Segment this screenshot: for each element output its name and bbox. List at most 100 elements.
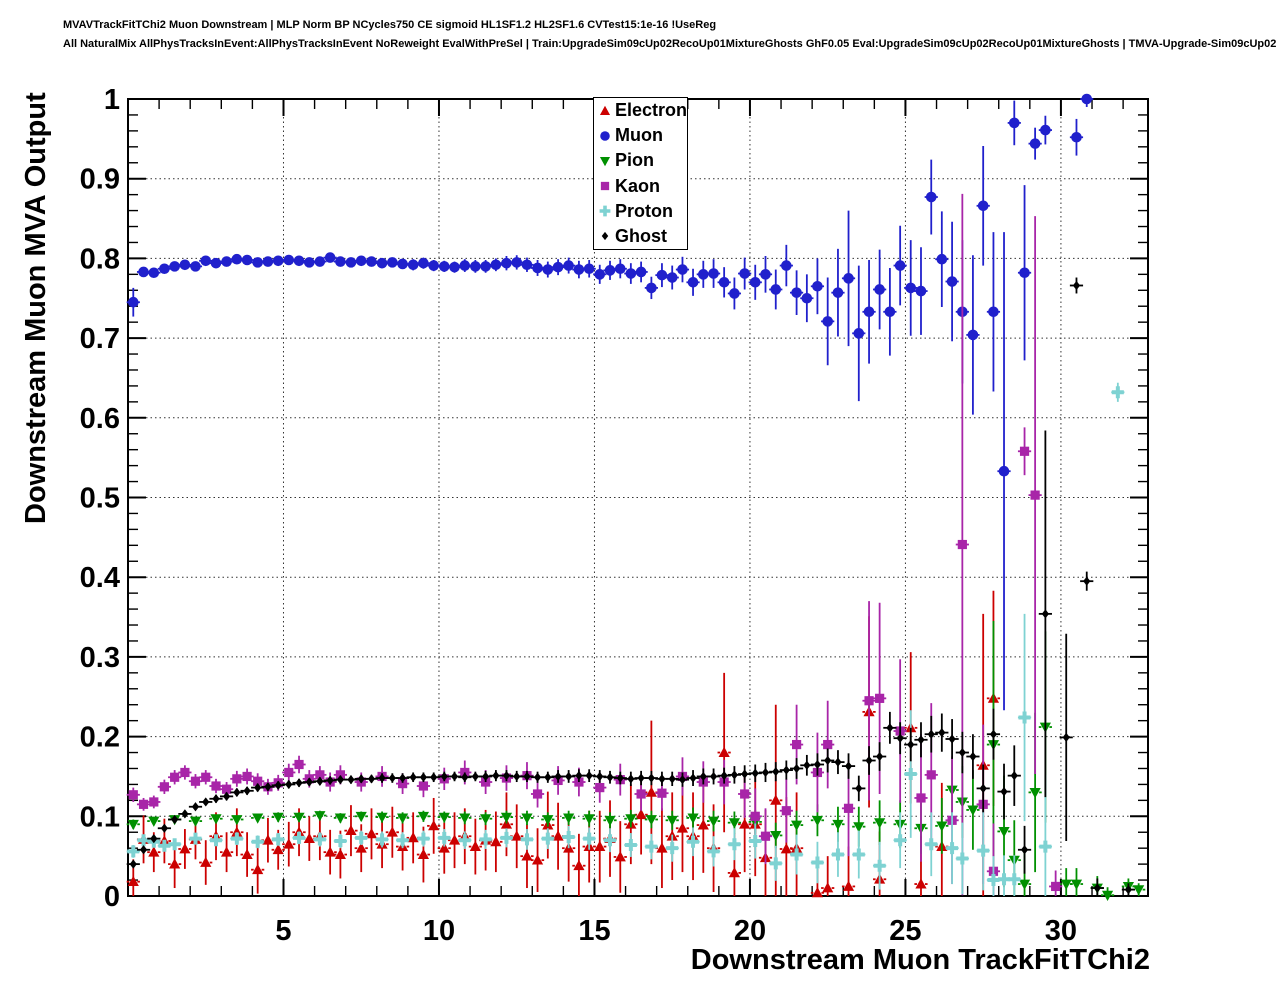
marker-square [760, 831, 771, 841]
marker-circle [241, 254, 253, 266]
marker-triangle-down [396, 813, 409, 824]
marker-triangle-down [376, 812, 388, 823]
marker-square [823, 739, 833, 750]
marker-plus [230, 832, 243, 845]
marker-diamond [678, 775, 687, 785]
marker-diamond [606, 772, 614, 782]
marker-plus [728, 838, 741, 851]
x-axis-title: Downstream Muon TrackFitTChi2 [690, 944, 1150, 976]
marker-triangle-down [500, 812, 513, 823]
legend-marker-circle-icon [600, 130, 610, 141]
marker-diamond [958, 747, 966, 758]
marker-diamond [139, 845, 148, 855]
marker-diamond [1010, 771, 1018, 781]
marker-circle [438, 261, 450, 272]
marker-circle [843, 273, 854, 284]
y-tick-label: 0.4 [80, 562, 120, 594]
marker-circle [604, 265, 616, 276]
marker-triangle-down [355, 811, 367, 823]
marker-triangle-down [604, 815, 616, 827]
marker-diamond [596, 771, 604, 782]
marker-circle [687, 277, 699, 288]
marker-triangle-up [780, 843, 792, 854]
plot-header-line1: MVAVTrackFitTChi2 Muon Downstream | MLP … [63, 19, 717, 31]
marker-plus [904, 768, 917, 781]
marker-circle [625, 268, 637, 279]
marker-triangle-down [1133, 885, 1145, 896]
marker-circle [853, 328, 865, 339]
y-tick-label: 0.8 [80, 243, 120, 275]
marker-diamond [461, 772, 469, 782]
marker-square [532, 789, 543, 799]
marker-triangle-up [599, 105, 611, 115]
marker-diamond [336, 775, 344, 785]
marker-plus [1018, 711, 1031, 724]
marker-diamond [1000, 786, 1008, 797]
y-axis-title: Downstream Muon MVA Output [20, 92, 52, 524]
marker-plus [562, 831, 575, 844]
marker-diamond [896, 733, 904, 743]
marker-triangle-up [842, 880, 855, 891]
marker-diamond [601, 232, 609, 241]
marker-circle [314, 256, 326, 267]
marker-circle [573, 264, 585, 275]
marker-diamond [720, 771, 728, 781]
marker-circle [552, 261, 564, 273]
x-tick-label: 10 [423, 915, 455, 947]
marker-diamond [813, 759, 822, 770]
marker-square [159, 782, 169, 792]
marker-circle [138, 266, 149, 278]
marker-plus [272, 833, 285, 846]
marker-triangle-up [822, 882, 834, 893]
marker-circle [656, 269, 668, 281]
marker-diamond [575, 771, 583, 781]
marker-circle [832, 287, 844, 298]
marker-circle [801, 292, 813, 304]
marker-diamond [907, 739, 915, 750]
marker-plus [977, 844, 990, 857]
marker-square [1019, 446, 1030, 456]
marker-diamond [969, 751, 977, 762]
marker-square [595, 783, 605, 793]
legend-item-electron: Electron [597, 99, 687, 123]
marker-square [190, 776, 201, 786]
marker-square [170, 772, 180, 782]
marker-plus [1111, 386, 1124, 399]
marker-circle [231, 253, 243, 265]
marker-circle [210, 257, 222, 269]
marker-plus [355, 831, 368, 844]
marker-square [750, 811, 760, 821]
marker-circle [459, 260, 471, 271]
marker-diamond [834, 757, 842, 767]
marker-plus [1039, 840, 1052, 853]
marker-diamond [876, 751, 884, 762]
marker-circle [387, 257, 398, 268]
legend-label: Proton [615, 200, 673, 221]
marker-diamond [471, 771, 479, 782]
marker-diamond [699, 771, 707, 782]
marker-square [149, 797, 159, 807]
marker-diamond [730, 770, 739, 780]
marker-triangle-up [438, 842, 450, 853]
marker-diamond [440, 771, 448, 782]
marker-triangle-down [148, 816, 160, 827]
marker-circle [967, 329, 979, 341]
marker-plus [376, 833, 389, 846]
marker-diamond [388, 773, 396, 783]
marker-diamond [844, 761, 853, 771]
marker-triangle-up [573, 859, 585, 871]
marker-circle [428, 260, 439, 271]
marker-circle [812, 280, 823, 292]
marker-circle [418, 257, 429, 269]
marker-circle [770, 284, 782, 295]
series-proton [126, 382, 1125, 896]
marker-triangle-down [583, 814, 595, 825]
marker-diamond [181, 809, 189, 819]
marker-plus [599, 205, 611, 217]
marker-diamond [917, 735, 925, 745]
marker-diamond [409, 772, 417, 782]
marker-circle [501, 257, 512, 269]
marker-circle [614, 263, 626, 275]
marker-square [781, 806, 791, 816]
marker-square [957, 539, 967, 550]
